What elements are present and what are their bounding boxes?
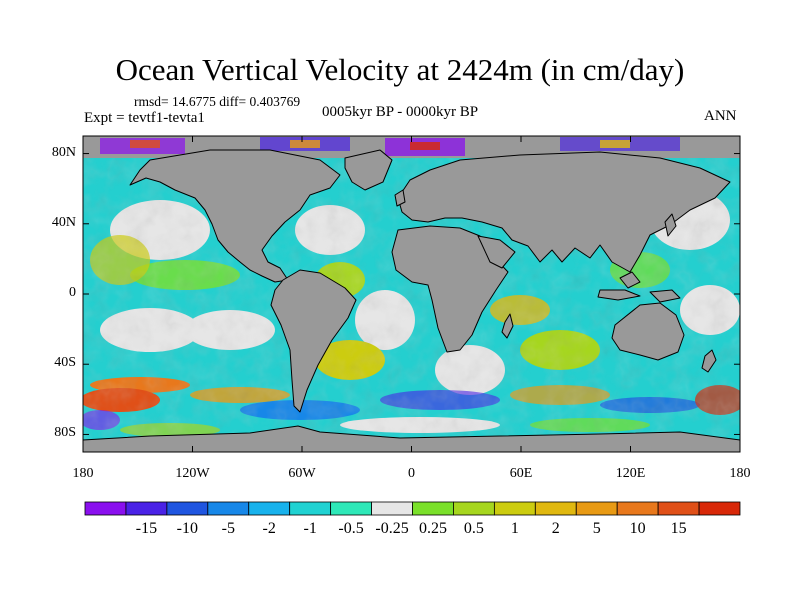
colorbar-swatch [575, 501, 618, 516]
colorbar-swatch [657, 501, 700, 516]
axis-ticks [82, 136, 741, 452]
colorbar-label: 0.5 [463, 520, 484, 537]
new-zealand [701, 349, 717, 373]
colorbar-label: 5 [592, 520, 601, 537]
colorbar [84, 501, 741, 516]
colorbar-label: -0.25 [375, 520, 409, 537]
eurasia [397, 151, 731, 273]
lat-tick-label: 0 [69, 285, 76, 300]
colorbar-swatch [166, 501, 209, 516]
arabia [477, 235, 516, 269]
south-america [270, 269, 357, 413]
british-isles [394, 189, 406, 207]
north-america [129, 149, 341, 283]
season-label: ANN [704, 108, 737, 124]
colorbar-label: -10 [176, 520, 198, 537]
colorbar-label: 1 [510, 520, 519, 537]
japan [664, 213, 677, 237]
colorbar-swatch [698, 501, 741, 516]
lat-tick-label: 40N [51, 214, 76, 230]
lon-tick-label: 0 [408, 466, 415, 481]
colorbar-label: -1 [303, 520, 317, 537]
colorbar-swatch [371, 501, 413, 516]
borneo [619, 271, 641, 289]
chart-title: Ocean Vertical Velocity at 2424m (in cm/… [115, 52, 685, 87]
colorbar-swatch [616, 501, 659, 516]
colorbar-label: 2 [551, 520, 560, 537]
colorbar-swatch [534, 501, 577, 516]
lon-tick-label: 180 [729, 466, 751, 481]
lon-tick-label: 120W [175, 466, 210, 481]
land-masses [83, 149, 740, 452]
colorbar-label: -0.5 [338, 520, 364, 537]
madagascar [501, 313, 514, 339]
colorbar-swatch [248, 501, 291, 516]
colorbar-swatch [289, 501, 332, 516]
colorbar-swatch [84, 501, 127, 516]
colorbar-swatch [330, 501, 372, 516]
antarctica [83, 425, 740, 452]
colorbar-label: 15 [670, 520, 687, 537]
experiment-label: Expt = tevtf1-tevta1 [84, 110, 205, 126]
colorbar-label: -15 [135, 520, 158, 537]
lon-tick-label: 120E [615, 466, 646, 481]
lon-tick-label: 180 [72, 466, 94, 481]
colorbar-swatch [412, 501, 454, 516]
colorbar-swatch [493, 501, 536, 516]
colorbar-label: 0.25 [418, 520, 447, 537]
africa [391, 225, 509, 353]
stats-label: rmsd= 14.6775 diff= 0.403769 [134, 94, 301, 109]
colorbar-label: 10 [629, 520, 646, 537]
lat-tick-label: 80N [51, 144, 76, 160]
colorbar-swatch [125, 501, 168, 516]
colorbar-label: -5 [221, 520, 235, 537]
lon-tick-label: 60E [509, 466, 533, 481]
australia [611, 302, 685, 361]
new-guinea [649, 289, 681, 303]
colorbar-swatch [207, 501, 250, 516]
lon-tick-label: 60W [288, 466, 316, 481]
lat-tick-label: 40S [54, 355, 76, 371]
indonesia [597, 289, 641, 301]
period-label: 0005kyr BP - 0000kyr BP [322, 104, 479, 120]
colorbar-swatch [453, 501, 495, 516]
greenland [344, 149, 393, 191]
colorbar-label: -2 [262, 520, 276, 537]
lat-tick-label: 80S [54, 425, 76, 441]
